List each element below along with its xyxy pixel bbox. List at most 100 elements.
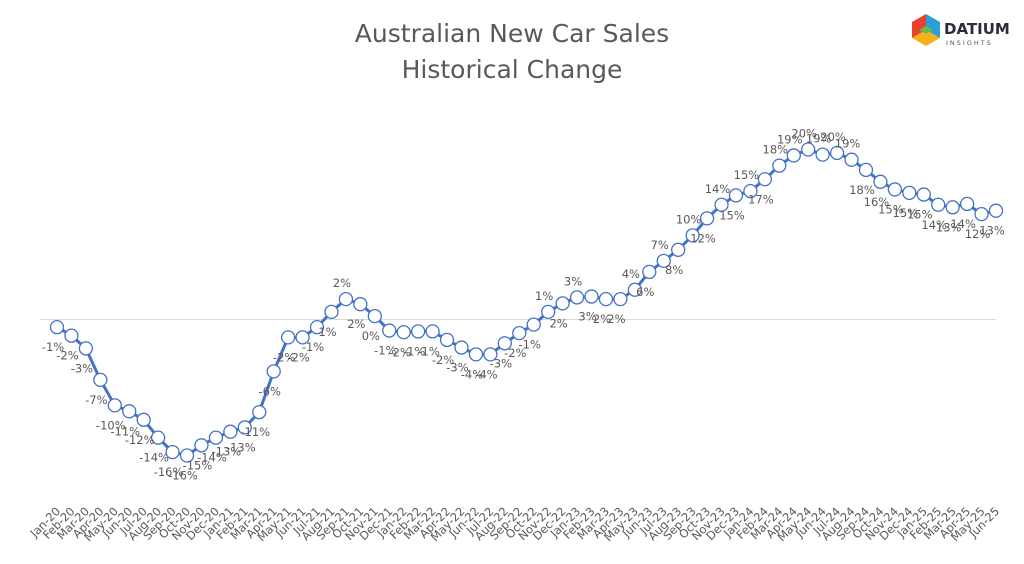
- data-label: 20%: [791, 127, 817, 141]
- marker: [136, 412, 151, 427]
- data-label: 1%: [535, 289, 553, 303]
- marker: [78, 341, 94, 356]
- data-label: -16%: [154, 465, 184, 479]
- data-label: -14%: [197, 451, 227, 465]
- marker: [483, 347, 498, 362]
- marker: [844, 152, 859, 167]
- data-label: 14%: [950, 217, 976, 231]
- marker: [295, 330, 310, 345]
- marker: [671, 242, 686, 257]
- data-label: 2%: [607, 312, 625, 326]
- marker: [93, 372, 108, 388]
- data-label: -13%: [226, 440, 256, 454]
- marker: [988, 203, 1004, 218]
- data-label: -3%: [490, 356, 512, 370]
- data-label: -3%: [71, 361, 93, 375]
- data-label: 10%: [676, 212, 702, 226]
- marker: [772, 158, 787, 173]
- marker: [382, 323, 397, 338]
- marker: [324, 304, 339, 320]
- data-label: -1%: [403, 344, 425, 358]
- logo-icon: [919, 26, 933, 34]
- marker: [642, 264, 657, 280]
- marker: [555, 296, 570, 311]
- marker: [786, 148, 801, 163]
- marker: [815, 147, 830, 162]
- data-label: -1%: [374, 344, 396, 358]
- data-label: 20%: [820, 130, 846, 144]
- marker: [743, 183, 758, 199]
- data-label: -11%: [110, 424, 140, 438]
- marker: [974, 206, 989, 222]
- marker: [526, 317, 541, 332]
- data-label: 13%: [936, 220, 962, 234]
- marker: [367, 308, 382, 324]
- data-label: 3%: [578, 310, 596, 324]
- marker: [656, 253, 671, 269]
- data-label: 15%: [734, 168, 760, 182]
- chart-subtitle: Historical Change: [402, 55, 623, 84]
- data-label: 14%: [705, 182, 731, 196]
- data-label: -3%: [446, 361, 468, 375]
- logo-name: DATIUM: [944, 20, 1010, 38]
- data-label: 18%: [849, 183, 875, 197]
- data-label: 17%: [748, 192, 774, 206]
- data-label: 19%: [777, 132, 803, 146]
- marker: [598, 291, 614, 307]
- data-label: 15%: [907, 208, 933, 222]
- marker: [627, 282, 642, 297]
- marker: [497, 336, 512, 351]
- data-label: 2%: [593, 312, 611, 326]
- marker: [266, 364, 281, 379]
- data-label: -4%: [475, 367, 497, 381]
- data-label: -16%: [168, 469, 198, 483]
- data-label: 14%: [921, 218, 947, 232]
- data-label: 8%: [665, 263, 683, 277]
- marker: [468, 347, 484, 362]
- data-label: -12%: [125, 433, 155, 447]
- data-label: 3%: [564, 274, 582, 288]
- data-label: 15%: [893, 206, 919, 220]
- marker: [179, 448, 195, 463]
- marker: [208, 430, 224, 445]
- data-label: 12%: [690, 231, 716, 245]
- marker: [107, 398, 122, 413]
- marker: [425, 324, 440, 339]
- marker: [237, 420, 252, 435]
- data-label: -2%: [504, 346, 526, 360]
- data-label: 19%: [806, 132, 832, 146]
- marker: [541, 304, 556, 320]
- marker: [569, 290, 585, 305]
- data-label: 19%: [835, 137, 861, 151]
- marker: [49, 319, 65, 335]
- data-label: 12%: [965, 227, 991, 241]
- marker: [829, 145, 845, 161]
- marker: [801, 142, 816, 157]
- data-label: 0%: [362, 329, 380, 343]
- marker: [512, 325, 527, 341]
- marker: [757, 172, 773, 187]
- marker: [858, 162, 874, 178]
- marker: [873, 174, 888, 189]
- data-label: -2%: [273, 350, 295, 364]
- marker: [338, 291, 354, 307]
- marker: [411, 324, 426, 339]
- marker: [945, 200, 960, 215]
- data-label: -4%: [461, 367, 483, 381]
- data-label: 2%: [347, 317, 365, 331]
- data-label: 4%: [622, 267, 640, 281]
- logo-tagline: INSIGHTS: [946, 39, 993, 47]
- data-label: 2%: [549, 316, 567, 330]
- marker: [685, 228, 700, 243]
- data-label: -7%: [85, 393, 107, 407]
- marker: [353, 297, 368, 312]
- data-label: 7%: [651, 238, 669, 252]
- marker: [396, 325, 411, 340]
- logo-icon: [912, 30, 940, 46]
- marker: [728, 188, 744, 203]
- marker: [150, 430, 166, 445]
- marker: [584, 289, 599, 304]
- data-label: -15%: [183, 458, 213, 472]
